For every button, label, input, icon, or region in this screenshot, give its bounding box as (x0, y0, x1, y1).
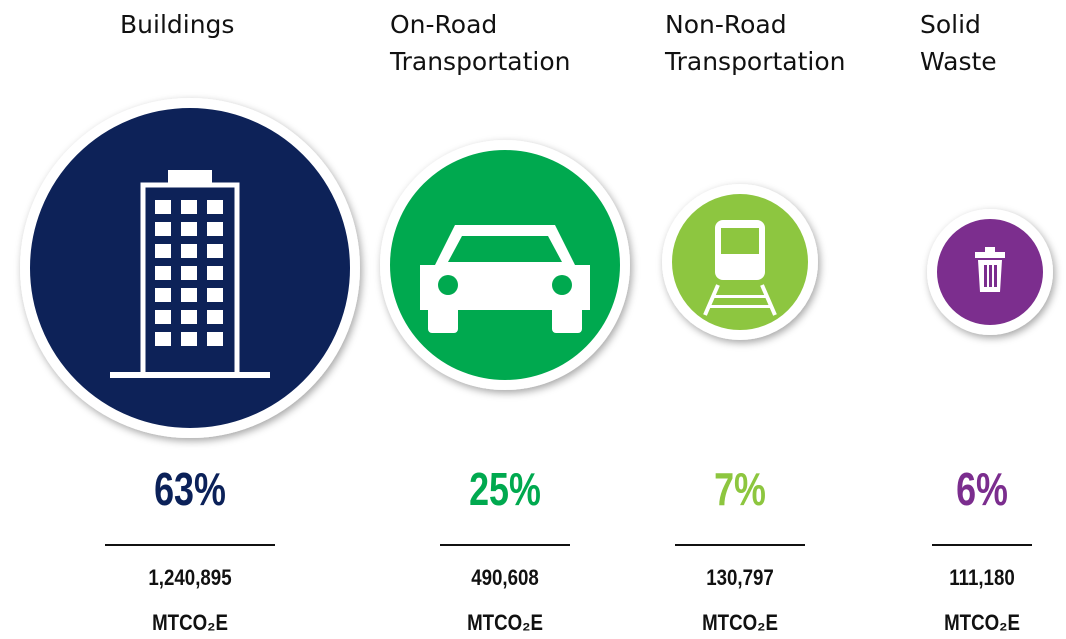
window (181, 222, 197, 236)
window (181, 200, 197, 214)
window (155, 200, 171, 214)
unit: MTCO₂E (702, 610, 778, 635)
window (155, 310, 171, 324)
category-label: Buildings (120, 10, 235, 39)
window (207, 332, 223, 346)
window (207, 310, 223, 324)
category-label: Transportation (390, 47, 571, 76)
window (181, 332, 197, 346)
window (181, 310, 197, 324)
emissions: 1,240,895 (148, 565, 232, 590)
emissions: 130,797 (706, 565, 774, 590)
window (207, 244, 223, 258)
percent: 6% (956, 463, 1008, 515)
window (155, 222, 171, 236)
trash-icon (975, 247, 1005, 292)
category-label: Waste (920, 47, 997, 76)
train-icon (703, 220, 777, 316)
window (181, 288, 197, 302)
category-label: Non-Road (665, 10, 787, 39)
window (207, 222, 223, 236)
window (155, 332, 171, 346)
unit: MTCO₂E (152, 610, 228, 635)
window (155, 288, 171, 302)
unit: MTCO₂E (944, 610, 1020, 635)
emissions: 111,180 (949, 565, 1015, 590)
divider (932, 544, 1032, 546)
category-label: Solid (920, 10, 981, 39)
window (181, 244, 197, 258)
category-label: Transportation (665, 47, 846, 76)
percent: 63% (154, 463, 226, 515)
window (207, 288, 223, 302)
window (155, 266, 171, 280)
divider (675, 544, 805, 546)
window (181, 266, 197, 280)
unit: MTCO₂E (467, 610, 543, 635)
divider (440, 544, 570, 546)
car-icon (420, 225, 590, 333)
window (207, 200, 223, 214)
emissions: 490,608 (471, 565, 539, 590)
percent: 7% (714, 463, 766, 515)
divider (105, 544, 275, 546)
category-label: On-Road (390, 10, 498, 39)
building-icon (110, 170, 270, 378)
percent: 25% (469, 463, 541, 515)
window (155, 244, 171, 258)
window (207, 266, 223, 280)
